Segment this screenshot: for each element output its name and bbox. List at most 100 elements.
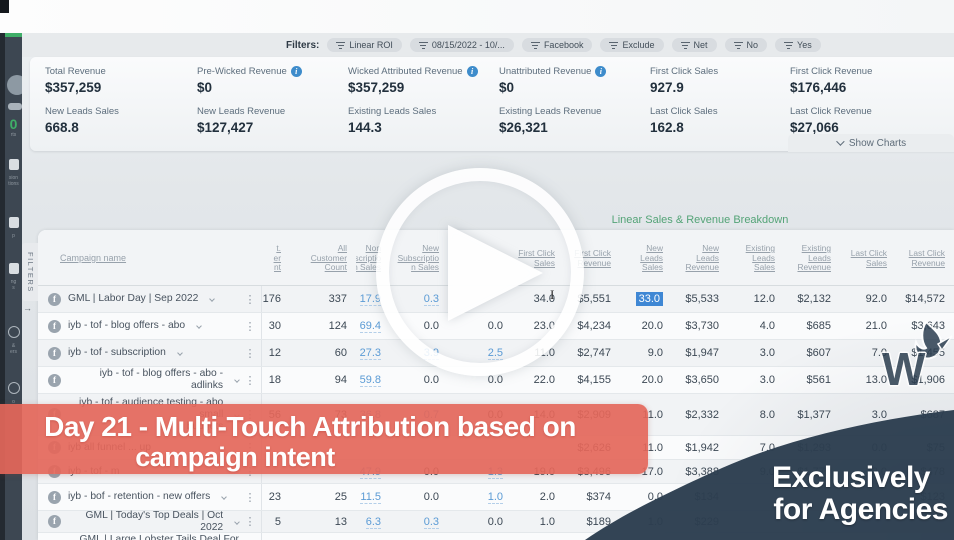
filter-chip[interactable]: Exclude (600, 38, 664, 52)
cell-col-3[interactable]: 0.3 (390, 515, 448, 529)
column-header-8[interactable]: New Leads Sales (640, 243, 663, 273)
cell-col-2[interactable]: 11.5 (356, 491, 390, 504)
metric-value: $127,427 (197, 120, 254, 135)
arrow-right-icon[interactable]: → (23, 303, 32, 313)
cell-col-4: 0.0 (448, 516, 512, 528)
row-menu-icon[interactable]: ⋮ (245, 367, 262, 393)
metric-label-text: New Leads Revenue (197, 106, 286, 117)
cell-col-11: 3.0 (840, 409, 896, 421)
cell-value: $14,572 (905, 293, 945, 305)
banner-line2: campaign intent (135, 442, 335, 472)
filter-chip[interactable]: No (724, 38, 768, 52)
cell-col-2[interactable]: 17.9 (356, 293, 390, 306)
campaign-cell[interactable]: f iyb - tof - blog offers - abo (38, 319, 248, 333)
column-header-0[interactable]: Campaign name (60, 252, 127, 263)
cell-value: $1,906 (911, 374, 945, 386)
cell-value: 25 (334, 491, 347, 503)
metric-value: $357,259 (348, 80, 405, 95)
cell-col-4[interactable]: 1.0 (448, 491, 512, 504)
cell-col-2[interactable]: 27.3 (356, 347, 390, 360)
cell-col-9: 3.0 (728, 347, 784, 359)
column-header-13[interactable]: Last Click Revenue (908, 247, 945, 268)
column-header-3[interactable]: Non Subscriptio n Sales (356, 243, 381, 273)
campaign-cell[interactable]: f iyb - tof - blog offers - abo - adlinks (38, 368, 248, 392)
info-icon[interactable]: i (290, 66, 302, 77)
cell-col-2[interactable]: 69.4 (356, 320, 390, 333)
facebook-icon: f (48, 373, 61, 387)
metric-label: New Leads Revenue (197, 106, 285, 117)
campaign-name: GML | Today's Top Deals | Oct 2022 (85, 509, 224, 533)
info-icon[interactable]: i (466, 66, 478, 77)
column-header-2[interactable]: All Customer Count (310, 243, 347, 273)
filter-chip[interactable]: Net (671, 38, 717, 52)
filter-funnel-icon (609, 41, 619, 49)
sidebar-item-circle-icon[interactable]: o (5, 381, 22, 405)
sidebar-item-eye-icon[interactable]: ng s (5, 261, 22, 291)
corner-line1: Exclusively (772, 461, 930, 494)
campaign-cell[interactable]: f iyb - tof - subscription (38, 346, 248, 360)
row-menu-icon[interactable]: ⋮ (248, 533, 262, 540)
sidebar-item-avatar-icon[interactable] (5, 75, 22, 95)
cell-value: 30 (268, 320, 281, 332)
cell-col-0: 23 (262, 491, 290, 503)
cell-col-8: $3,388 (672, 466, 728, 478)
sidebar-item-sliders-icon[interactable]: p (5, 215, 22, 239)
filters-side-tab[interactable]: FILTERS (22, 243, 38, 301)
cell-value: 27.3 (359, 347, 381, 360)
cell-value: $189 (586, 515, 611, 528)
column-header-10[interactable]: Existing Leads Sales (745, 243, 775, 273)
conversions-icon (8, 159, 19, 170)
metric-label-text: Wicked Attributed Revenue (348, 66, 463, 77)
cell-value: 1.0 (487, 491, 503, 504)
cell-value: 59.8 (359, 374, 381, 387)
row-menu-icon[interactable]: ⋮ (245, 484, 262, 510)
cell-col-10: $1,293 (784, 442, 840, 454)
sidebar-edge (0, 33, 5, 540)
column-header-1[interactable]: t. er nt (273, 243, 281, 273)
filter-chip[interactable]: Linear ROI (327, 38, 402, 52)
metric-label-text: First Click Sales (650, 66, 719, 77)
cell-col-9: 8.0 (728, 409, 784, 421)
campaign-cell[interactable]: f iyb - bof - retention - new offers (38, 490, 248, 504)
row-menu-icon[interactable]: ⋮ (245, 511, 262, 532)
show-charts-button[interactable]: Show Charts (788, 134, 954, 152)
row-menu-icon[interactable]: ⋮ (245, 340, 262, 366)
cell-col-2[interactable]: 59.8 (356, 374, 390, 387)
cell-col-6: $189 (564, 516, 620, 528)
sidebar-item-reports-count-badge[interactable]: 0 rts (5, 117, 22, 139)
metric-pre-wicked-revenue: Pre-Wicked Revenue i $0 (197, 66, 302, 95)
row-menu-icon[interactable]: ⋮ (245, 313, 262, 339)
column-header-9[interactable]: New Leads Revenue (685, 243, 719, 273)
campaign-cell[interactable]: f GML | Labor Day | Sep 2022 (38, 292, 248, 306)
column-header-12[interactable]: Last Click Sales (850, 247, 887, 268)
cell-col-11: 13.0 (840, 374, 896, 386)
filter-chip[interactable]: 08/15/2022 - 10/... (409, 38, 514, 52)
cell-col-2[interactable]: 6.3 (356, 515, 390, 529)
cell-value: 94 (334, 374, 347, 386)
cell-col-9: 7.0 (728, 442, 784, 454)
filter-chip[interactable]: Facebook (521, 38, 593, 52)
sidebar-item-label: sion tions (8, 175, 19, 187)
sidebar-item-circle-icon[interactable]: & ers (5, 325, 22, 355)
filter-chip[interactable]: Yes (775, 38, 821, 52)
metric-label: Unattributed Revenue i (499, 66, 607, 77)
cell-col-1: 337 (290, 293, 356, 305)
cell-value: $687 (920, 408, 945, 421)
sidebar-item-conversions-icon[interactable]: sion tions (5, 157, 22, 187)
cell-col-5: 22.0 (512, 374, 564, 386)
cell-col-12: $1,906 (896, 374, 954, 386)
campaign-name: iyb - tof - subscription (68, 347, 166, 358)
filter-funnel-icon (530, 41, 540, 49)
cell-value: 4.0 (759, 320, 775, 332)
campaign-cell[interactable]: f GML | Today's Top Deals | Oct 2022 (38, 510, 248, 534)
column-header-11[interactable]: Existing Leads Revenue (797, 243, 831, 273)
row-menu-icon[interactable]: ⋮ (245, 286, 262, 312)
facebook-icon: f (48, 346, 61, 360)
info-icon[interactable]: i (595, 66, 607, 77)
play-icon[interactable] (448, 225, 543, 321)
metric-value: $357,259 (45, 80, 102, 95)
cell-col-10: $1,377 (784, 409, 840, 421)
facebook-icon: f (48, 319, 61, 333)
metric-unattributed-revenue: Unattributed Revenue i $0 (499, 66, 607, 95)
